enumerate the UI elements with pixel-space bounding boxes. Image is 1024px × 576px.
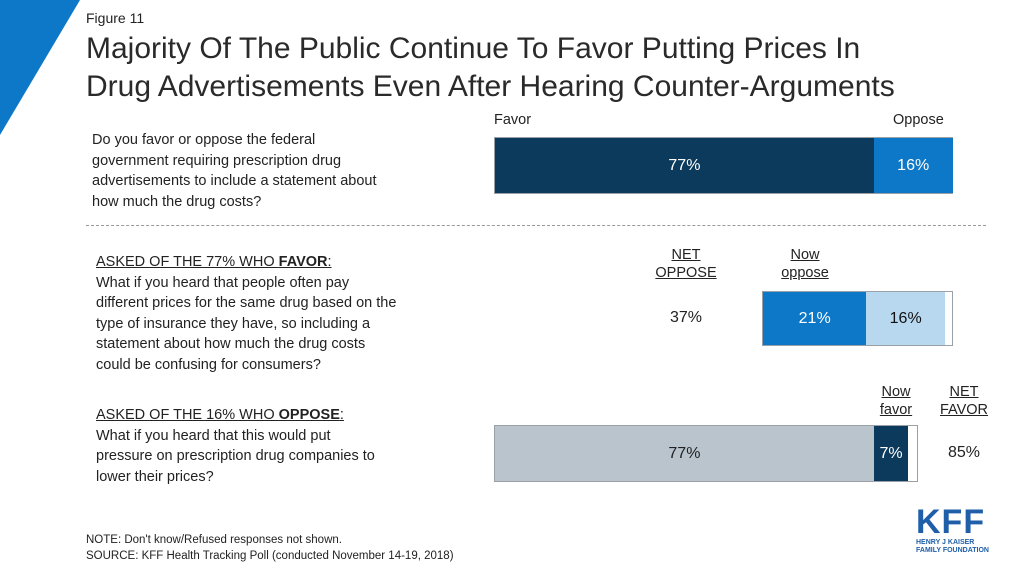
chart-title: Majority Of The Public Continue To Favor…: [86, 30, 986, 106]
net-favor-label: NET FAVOR: [934, 383, 994, 419]
bar-value-label: 16%: [889, 309, 922, 327]
bar-value-label: 7%: [879, 444, 903, 462]
now-favor-label-line: Now: [881, 384, 911, 400]
kff-logo-mark: KFF: [916, 503, 986, 541]
bar-segment: 77%: [495, 138, 874, 193]
question-2-line: statement about how much the drug costs: [96, 336, 366, 352]
question-3-line: pressure on prescription drug companies …: [96, 448, 375, 464]
question-1-line: advertisements to include a statement ab…: [92, 173, 377, 189]
source-text: SOURCE: KFF Health Tracking Poll (conduc…: [86, 550, 454, 562]
question-2-line: could be confusing for consumers?: [96, 356, 321, 373]
note-text: NOTE: Don't know/Refused responses not s…: [86, 534, 342, 546]
bar-value-label: 16%: [897, 156, 930, 174]
now-oppose-label: Now oppose: [770, 246, 840, 282]
bar-value-label: 21%: [798, 309, 831, 327]
kff-logo-line-2: FAMILY FOUNDATION: [916, 547, 989, 554]
net-favor-value: 85%: [947, 444, 981, 461]
question-2-line: What if you heard that people often pay: [96, 274, 350, 291]
question-2: ASKED OF THE 77% WHO FAVOR: What if you …: [96, 252, 476, 375]
question-2-line: different prices for the same drug based…: [96, 295, 397, 311]
bar-segment: 7%: [873, 426, 909, 481]
question-3-line: lower their prices?: [96, 468, 214, 485]
bar-value-label: 77%: [668, 156, 701, 174]
question-2-heading-prefix: ASKED OF THE 77% WHO: [96, 254, 279, 270]
question-3-heading-emph: OPPOSE: [278, 407, 340, 423]
question-1-line: government requiring prescription drug: [92, 152, 342, 169]
net-oppose-value: 37%: [669, 309, 703, 326]
bar-segment: 21%: [763, 292, 867, 345]
question-3-heading-prefix: ASKED OF THE 16% WHO: [96, 407, 279, 423]
bar-value-label: 77%: [668, 444, 701, 462]
net-oppose-label-line: OPPOSE: [655, 265, 717, 281]
now-oppose-label-line: oppose: [781, 265, 829, 281]
corner-accent: [0, 0, 80, 135]
kff-logo: KFF HENRY J KAISER FAMILY FOUNDATION: [916, 505, 996, 555]
chart-title-line-1: Majority Of The Public Continue To Favor…: [86, 32, 861, 65]
question-3-heading: ASKED OF THE 16% WHO OPPOSE:: [96, 405, 476, 426]
question-1-line: Do you favor or oppose the federal: [92, 132, 316, 148]
question-2-heading: ASKED OF THE 77% WHO FAVOR:: [96, 252, 476, 273]
now-favor-label-line: favor: [879, 402, 913, 418]
figure-label: Figure 11: [86, 10, 145, 26]
legend-oppose: Oppose: [893, 112, 944, 128]
question-2-heading-emph: FAVOR: [278, 254, 328, 270]
question-3-line: What if you heard that this would put: [96, 427, 331, 444]
now-favor-label: Now favor: [874, 383, 918, 419]
net-oppose-label: NET OPPOSE: [648, 246, 724, 282]
net-oppose-label-line: NET: [671, 247, 701, 263]
question-2-heading-suffix: :: [327, 254, 332, 270]
legend-favor: Favor: [494, 112, 532, 128]
bar-segment: 77%: [495, 426, 874, 481]
bar-frame-3: [494, 425, 918, 482]
question-1: Do you favor or oppose the federal gover…: [92, 130, 472, 212]
question-3: ASKED OF THE 16% WHO OPPOSE: What if you…: [96, 405, 476, 487]
question-1-line: how much the drug costs?: [92, 193, 262, 210]
question-3-heading-suffix: :: [339, 407, 344, 423]
bar-segment: 16%: [866, 292, 946, 345]
kff-logo-line-1: HENRY J KAISER: [916, 539, 975, 546]
now-oppose-label-line: Now: [790, 247, 820, 263]
chart-title-line-2: Drug Advertisements Even After Hearing C…: [86, 70, 895, 103]
bar-segment: 16%: [873, 138, 953, 193]
bar-frame-2: [762, 291, 953, 346]
net-favor-label-line: FAVOR: [939, 402, 989, 418]
net-favor-label-line: NET: [949, 384, 979, 400]
question-2-line: type of insurance they have, so includin…: [96, 315, 371, 332]
section-divider: [86, 225, 986, 226]
